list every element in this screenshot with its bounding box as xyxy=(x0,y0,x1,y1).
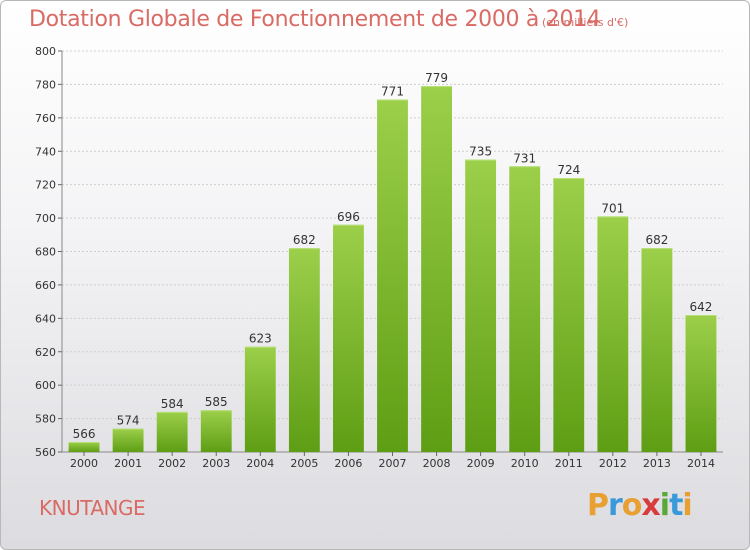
y-tick-label-700: 700 xyxy=(35,212,56,225)
value-label-2014: 642 xyxy=(690,300,713,314)
x-tick-label-2011: 2011 xyxy=(555,457,583,470)
value-label-2004: 623 xyxy=(249,332,272,346)
y-tick-label-640: 640 xyxy=(35,312,56,325)
bar-2010 xyxy=(509,166,541,452)
proxiti-logo[interactable]: Proxiti xyxy=(587,488,693,523)
value-label-2008: 779 xyxy=(425,71,448,85)
x-tick-label-2006: 2006 xyxy=(334,457,362,470)
bar-2013 xyxy=(641,248,673,452)
bar-2004 xyxy=(244,346,276,452)
bar-2003 xyxy=(200,410,232,452)
x-tick-label-2009: 2009 xyxy=(467,457,495,470)
x-tick-label-2002: 2002 xyxy=(158,457,186,470)
value-label-2003: 585 xyxy=(205,395,228,409)
bar-2007 xyxy=(377,99,408,453)
value-label-2001: 574 xyxy=(117,414,140,428)
bar-2009 xyxy=(465,159,497,452)
value-label-2006: 696 xyxy=(337,210,360,224)
y-tick-label-740: 740 xyxy=(35,145,56,158)
bar-2006 xyxy=(333,224,364,452)
commune-name: KNUTANGE xyxy=(39,496,146,520)
logo-letter: r xyxy=(608,488,623,523)
x-tick-label-2001: 2001 xyxy=(114,457,142,470)
x-tick-label-2010: 2010 xyxy=(511,457,539,470)
logo-letter: i xyxy=(682,488,692,523)
x-tick-label-2004: 2004 xyxy=(246,457,274,470)
bar-2014 xyxy=(685,314,717,452)
y-tick-label-600: 600 xyxy=(35,379,56,392)
logo-letter: i xyxy=(659,488,670,523)
y-tick-label-800: 800 xyxy=(35,45,56,58)
bar-2012 xyxy=(597,216,629,452)
x-tick-label-2014: 2014 xyxy=(687,457,715,470)
x-tick-label-2003: 2003 xyxy=(202,457,230,470)
value-label-2007: 771 xyxy=(381,84,404,98)
y-tick-label-580: 580 xyxy=(35,413,56,426)
logo-letter: o xyxy=(621,488,643,523)
value-label-2009: 735 xyxy=(469,145,492,159)
bar-2011 xyxy=(553,177,585,452)
y-tick-label-620: 620 xyxy=(35,346,56,359)
logo-letter: t xyxy=(669,488,683,523)
value-label-2010: 731 xyxy=(513,151,536,165)
bar-2001 xyxy=(112,428,144,452)
bar-2000 xyxy=(68,441,100,452)
bar-2008 xyxy=(421,86,452,453)
logo-letter: P xyxy=(587,488,609,523)
x-tick-label-2005: 2005 xyxy=(290,457,318,470)
x-tick-label-2000: 2000 xyxy=(70,457,98,470)
y-tick-label-780: 780 xyxy=(35,78,56,91)
logo-letter: x xyxy=(641,488,660,523)
y-tick-label-660: 660 xyxy=(35,279,56,292)
y-tick-label-760: 760 xyxy=(35,112,56,125)
y-tick-label-560: 560 xyxy=(35,446,56,459)
bar-2002 xyxy=(156,411,188,452)
x-tick-label-2012: 2012 xyxy=(599,457,627,470)
value-label-2002: 584 xyxy=(161,397,184,411)
chart-subtitle: (en milliers d'€) xyxy=(542,16,629,29)
labels: 560 580 600 620 640 660 680 700 720 740 760 780 800 5… xyxy=(35,45,715,470)
chart-title: Dotation Globale de Fonctionnement de 20… xyxy=(29,7,601,32)
value-label-2005: 682 xyxy=(293,233,316,247)
y-tick-label-720: 720 xyxy=(35,179,56,192)
x-tick-label-2007: 2007 xyxy=(379,457,407,470)
value-label-2011: 724 xyxy=(557,163,580,177)
y-tick-label-680: 680 xyxy=(35,246,56,259)
x-tick-label-2008: 2008 xyxy=(423,457,451,470)
value-label-2012: 701 xyxy=(601,201,624,215)
bar-2005 xyxy=(288,248,320,452)
bars xyxy=(68,86,717,453)
value-label-2000: 566 xyxy=(73,427,96,441)
x-tick-label-2013: 2013 xyxy=(643,457,671,470)
value-label-2013: 682 xyxy=(645,233,668,247)
